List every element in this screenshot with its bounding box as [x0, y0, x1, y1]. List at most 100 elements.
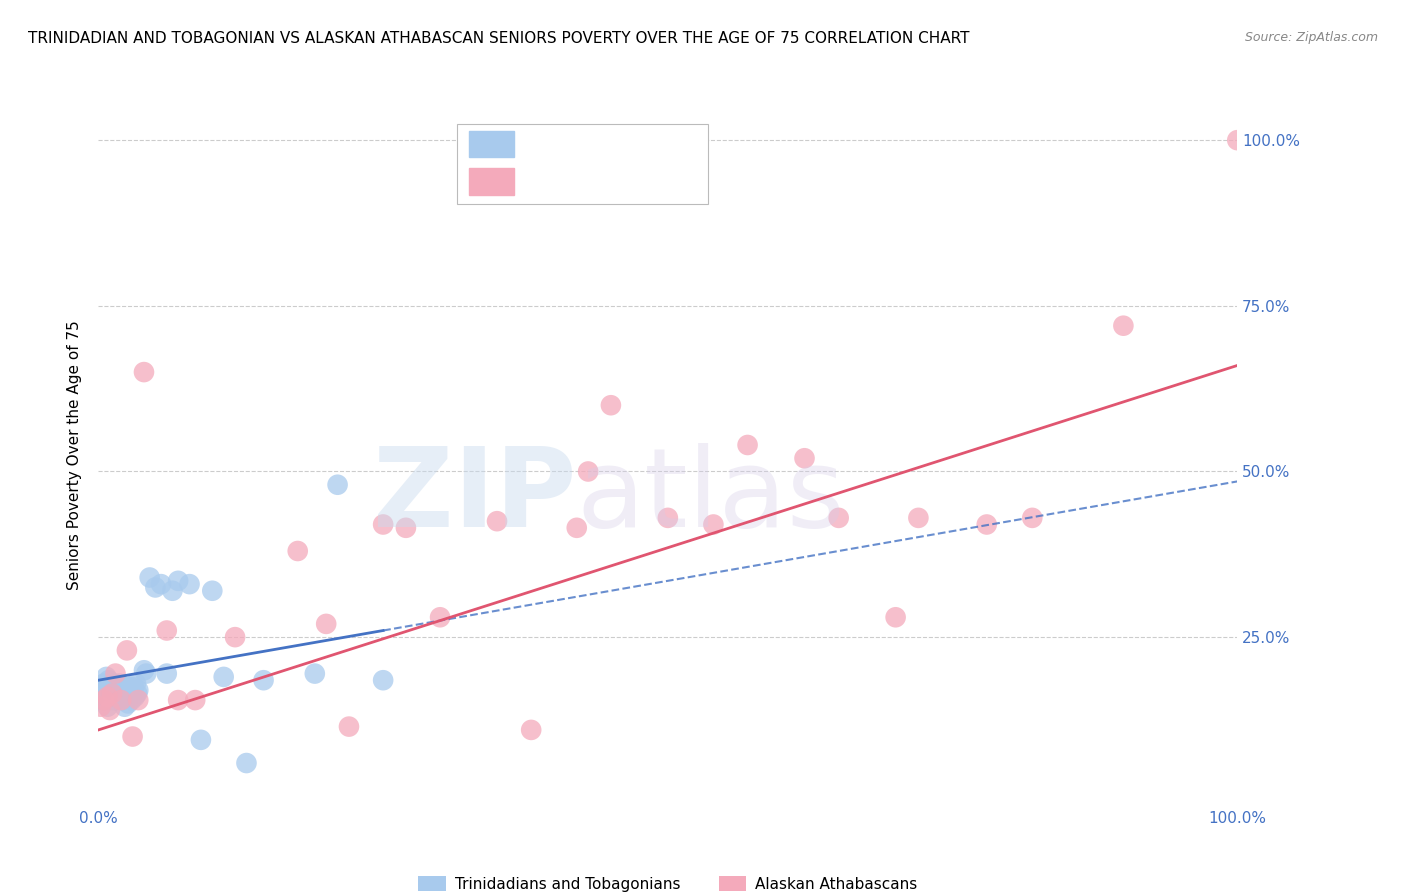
Point: [103, 686, 125, 700]
Point: [122, 680, 145, 694]
Text: Source: ZipAtlas.com: Source: ZipAtlas.com: [1244, 31, 1378, 45]
Point: [120, 680, 142, 694]
Point: [110, 680, 132, 694]
Text: 53: 53: [678, 135, 702, 153]
Point: [167, 574, 190, 588]
Point: [576, 465, 599, 479]
Point: [93, 693, 115, 707]
Point: [600, 398, 623, 412]
FancyBboxPatch shape: [457, 124, 707, 204]
Point: [429, 610, 451, 624]
Point: [737, 438, 759, 452]
Legend: Trinidadians and Tobagonians, Alaskan Athabascans: Trinidadians and Tobagonians, Alaskan At…: [412, 870, 924, 892]
Point: [120, 693, 142, 707]
Text: 0.663: 0.663: [574, 172, 626, 191]
Text: R =: R =: [527, 135, 564, 153]
Point: [104, 666, 127, 681]
Point: [907, 511, 929, 525]
Point: [235, 756, 257, 770]
Point: [884, 610, 907, 624]
Point: [110, 693, 132, 707]
Point: [337, 720, 360, 734]
Bar: [468, 169, 515, 194]
Text: N =: N =: [636, 172, 673, 191]
Point: [115, 680, 138, 694]
Point: [657, 511, 679, 525]
Point: [105, 683, 128, 698]
Point: [101, 686, 124, 700]
Point: [103, 676, 125, 690]
Point: [138, 570, 160, 584]
Point: [190, 732, 212, 747]
Point: [90, 693, 112, 707]
Point: [201, 583, 224, 598]
Point: [125, 676, 148, 690]
Point: [1021, 511, 1043, 525]
Text: R =: R =: [527, 172, 564, 191]
Point: [98, 703, 121, 717]
Point: [96, 670, 118, 684]
Bar: [468, 131, 515, 157]
Point: [111, 693, 134, 707]
Point: [326, 477, 349, 491]
Point: [179, 577, 201, 591]
Point: [114, 686, 136, 700]
Point: [127, 683, 149, 698]
Y-axis label: Seniors Poverty Over the Age of 75: Seniors Poverty Over the Age of 75: [67, 320, 83, 590]
Point: [98, 686, 121, 700]
Point: [89, 686, 111, 700]
Point: [127, 693, 149, 707]
Point: [976, 517, 998, 532]
Point: [150, 577, 173, 591]
Point: [184, 693, 207, 707]
Point: [132, 365, 155, 379]
Text: N =: N =: [636, 135, 673, 153]
Point: [315, 616, 337, 631]
Point: [565, 521, 588, 535]
Point: [96, 699, 118, 714]
Point: [132, 663, 155, 677]
Point: [93, 676, 115, 690]
Point: [124, 690, 146, 704]
Point: [828, 511, 851, 525]
Point: [145, 581, 167, 595]
Point: [1112, 318, 1135, 333]
Point: [108, 686, 131, 700]
Point: [93, 693, 115, 707]
Text: 37: 37: [678, 172, 702, 191]
Point: [135, 666, 157, 681]
Point: [117, 697, 139, 711]
Point: [156, 624, 179, 638]
Point: [304, 666, 326, 681]
Point: [371, 517, 394, 532]
Point: [118, 686, 141, 700]
Point: [97, 673, 120, 688]
Point: [91, 680, 114, 694]
Text: TRINIDADIAN AND TOBAGONIAN VS ALASKAN ATHABASCAN SENIORS POVERTY OVER THE AGE OF: TRINIDADIAN AND TOBAGONIAN VS ALASKAN AT…: [28, 31, 970, 46]
Point: [104, 693, 127, 707]
Point: [793, 451, 815, 466]
Point: [252, 673, 274, 688]
Point: [212, 670, 235, 684]
Point: [90, 699, 112, 714]
Text: 0.153: 0.153: [574, 135, 626, 153]
Text: ZIP: ZIP: [374, 443, 576, 550]
Point: [287, 544, 309, 558]
Point: [1226, 133, 1249, 147]
Point: [115, 643, 138, 657]
Point: [112, 690, 135, 704]
Text: atlas: atlas: [576, 443, 845, 550]
Point: [90, 683, 112, 698]
Point: [121, 683, 143, 698]
Point: [702, 517, 724, 532]
Point: [101, 693, 124, 707]
Point: [156, 666, 179, 681]
Point: [127, 686, 149, 700]
Point: [108, 676, 131, 690]
Point: [162, 583, 184, 598]
Point: [114, 699, 136, 714]
Point: [100, 680, 122, 694]
Point: [520, 723, 543, 737]
Point: [94, 690, 117, 704]
Point: [107, 690, 129, 704]
